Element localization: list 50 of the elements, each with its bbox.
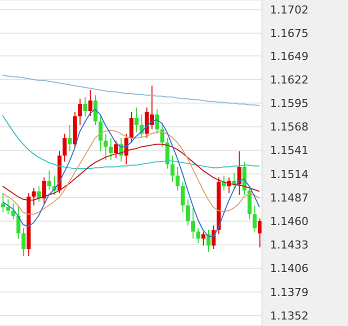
candlestick: [36, 186, 41, 202]
candlestick: [186, 198, 190, 226]
y-tick-label: 1.1675: [270, 27, 308, 40]
candlestick: [248, 186, 252, 220]
y-tick-label: 1.1622: [270, 73, 308, 86]
candlestick: [98, 116, 103, 152]
candlestick: [155, 108, 160, 134]
candlestick: [165, 138, 170, 170]
candlestick: [6, 198, 10, 215]
y-tick-label: 1.1568: [270, 120, 308, 134]
candlestick: [22, 228, 26, 257]
candlestick: [16, 204, 20, 240]
candlestick: [104, 133, 108, 160]
candlestick: [180, 181, 185, 213]
y-tick-label: 1.1595: [270, 97, 308, 110]
candlestick: [32, 187, 36, 206]
candlestick: [68, 124, 72, 152]
candlestick: [83, 96, 88, 117]
candlestick: [191, 208, 196, 240]
candlestick: [88, 90, 92, 117]
candlestick: [170, 155, 175, 182]
y-tick-label: 1.1514: [270, 168, 308, 181]
candlestick: [114, 140, 118, 159]
candlestick: [93, 94, 98, 126]
y-tick-label: 1.1702: [270, 4, 308, 17]
y-tick-label: 1.1649: [270, 50, 308, 63]
candlestick: [252, 204, 257, 232]
candlestick: [129, 111, 134, 143]
y-tick-label: 1.1541: [270, 144, 308, 158]
candlestick: [196, 228, 200, 244]
candlestick: [78, 98, 82, 126]
y-tick-label: 1.1487: [270, 191, 308, 204]
candlestick: [160, 122, 164, 148]
y-tick-label: 1.1433: [270, 238, 308, 252]
candlestick: [42, 176, 46, 204]
candlestick: [11, 203, 16, 220]
y-tick-label: 1.1352: [270, 309, 308, 322]
candlestick: [47, 170, 52, 190]
candlestick: [62, 133, 67, 162]
candlestick: [134, 107, 139, 132]
candlestick: [108, 138, 113, 160]
y-tick-label: 1.1379: [270, 286, 308, 299]
candlestick: [206, 229, 210, 252]
candlestick: [176, 166, 180, 192]
candlestick: [201, 231, 206, 246]
candlestick: [1, 192, 5, 213]
y-tick-label: 1.1460: [270, 215, 308, 228]
line-series: [2, 74, 260, 106]
y-tick-label: 1.1406: [270, 262, 308, 276]
candlestick: [237, 150, 242, 196]
